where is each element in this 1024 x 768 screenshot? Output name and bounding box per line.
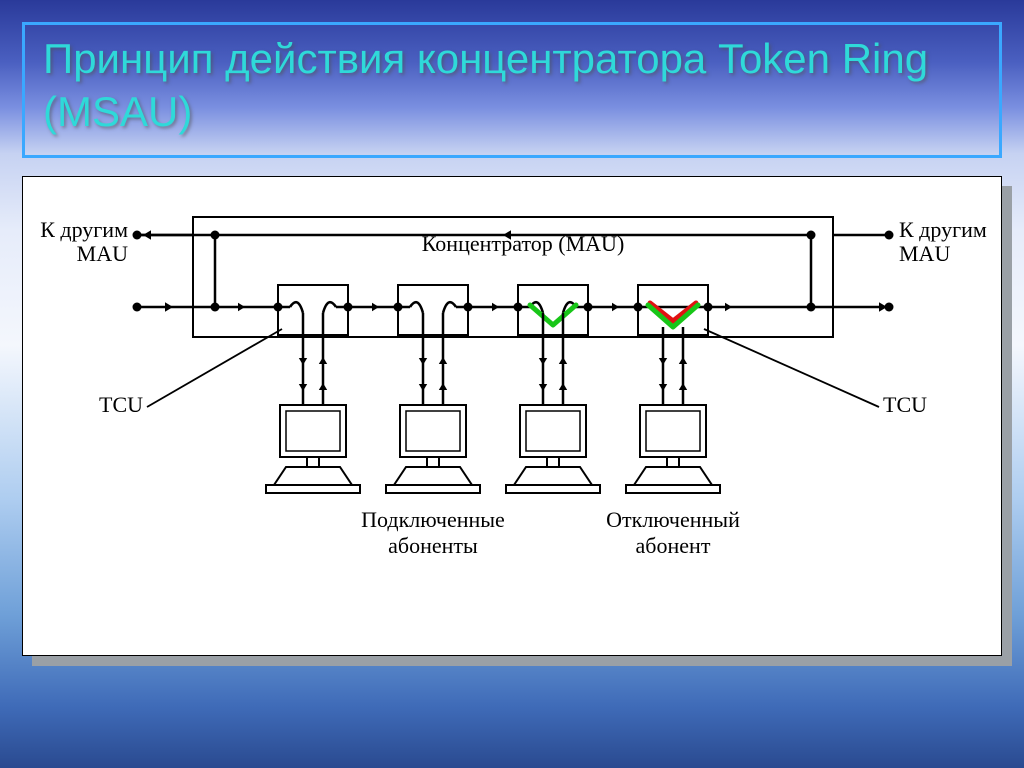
- slide: Принцип действия концентратора Token Rin…: [0, 0, 1024, 768]
- svg-text:абоненты: абоненты: [388, 533, 478, 558]
- svg-text:TCU: TCU: [883, 392, 927, 417]
- msau-diagram-svg: Концентратор (MAU)К другимMAUК другимMAU…: [23, 177, 1001, 655]
- svg-text:Отключенный: Отключенный: [606, 507, 740, 532]
- svg-text:К другим: К другим: [40, 217, 128, 242]
- diagram-container: Концентратор (MAU)К другимMAUК другимMAU…: [22, 176, 1002, 656]
- svg-text:MAU: MAU: [77, 241, 128, 266]
- svg-text:К другим: К другим: [899, 217, 987, 242]
- svg-text:Подключенные: Подключенные: [361, 507, 505, 532]
- title-frame: Принцип действия концентратора Token Rin…: [22, 22, 1002, 158]
- svg-text:TCU: TCU: [99, 392, 143, 417]
- svg-text:абонент: абонент: [636, 533, 711, 558]
- diagram-panel: Концентратор (MAU)К другимMAUК другимMAU…: [22, 176, 1002, 656]
- svg-text:MAU: MAU: [899, 241, 950, 266]
- slide-title: Принцип действия концентратора Token Rin…: [43, 33, 981, 138]
